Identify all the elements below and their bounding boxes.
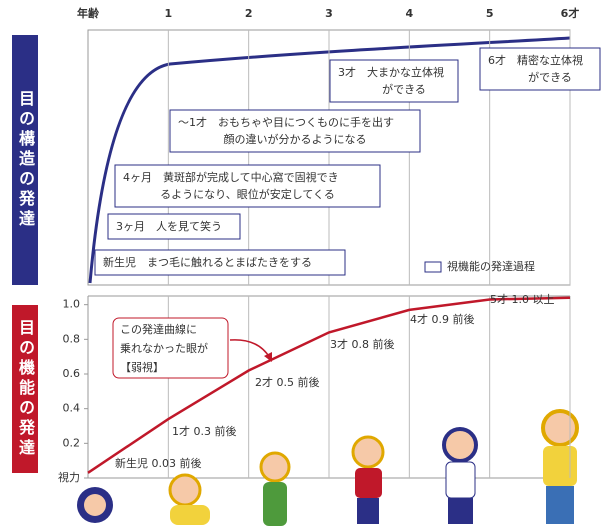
milestone-text: ができる [382,82,426,96]
y-tick-label: 0.6 [63,367,81,380]
x-tick-label: 2 [245,7,253,20]
note-text: この発達曲線に [120,322,197,336]
milestone-text: ができる [528,70,572,84]
milestone-text: 新生児 まつ毛に触れるとまばたきをする [103,255,312,269]
note-text: 【弱視】 [120,360,164,374]
x-tick-label: 3 [325,7,333,20]
data-annotation: 新生児 0.03 前後 [115,456,202,470]
milestone-text: 3才 大まかな立体視 [338,65,444,79]
milestone-text: 6才 精密な立体視 [488,53,583,67]
x-tick-label: 年齢 [77,6,100,20]
y-tick-label: 0.8 [63,332,81,345]
data-annotation: 2才 0.5 前後 [255,375,320,389]
x-tick-label: 1 [165,7,173,20]
legend-swatch [425,262,441,272]
y-tick-label: 視力 [58,470,80,484]
milestone-text: 4ヶ月 黄斑部が完成して中心窩で固視でき [123,170,339,184]
note-text: 乗れなかった眼が [120,341,208,355]
x-tick-label: 5 [486,7,494,20]
data-annotation: 1才 0.3 前後 [172,424,237,438]
milestone-text: 顔の違いが分かるようになる [224,132,367,146]
milestone-text: 3ヶ月 人を見て笑う [116,219,222,233]
chart: 年齢 1 2 3 4 5 6才視力 0.2 0.4 0.6 0.8 1.0 新生児 0.03 前後 1才 … [0,0,609,529]
data-annotation: 5才 1.0 以上 [490,292,555,306]
y-tick-label: 0.2 [63,436,81,449]
x-tick-label: 4 [406,7,414,20]
y-tick-label: 0.4 [63,402,81,415]
milestone-text: るようになり、眼位が安定してくる [160,187,335,201]
milestone-text: ～1才 おもちゃや目につくものに手を出す [178,115,394,129]
page: 目の構造の発達 目の機能の発達 年齢123456才視力0.20.40.60.81… [0,0,609,529]
legend-label: 視機能の発達過程 [447,259,535,273]
y-tick-label: 1.0 [63,298,81,311]
note-arrow [230,340,270,358]
data-annotation: 4才 0.9 前後 [410,312,475,326]
x-tick-label: 6才 [561,6,580,20]
data-annotation: 3才 0.8 前後 [330,337,395,351]
